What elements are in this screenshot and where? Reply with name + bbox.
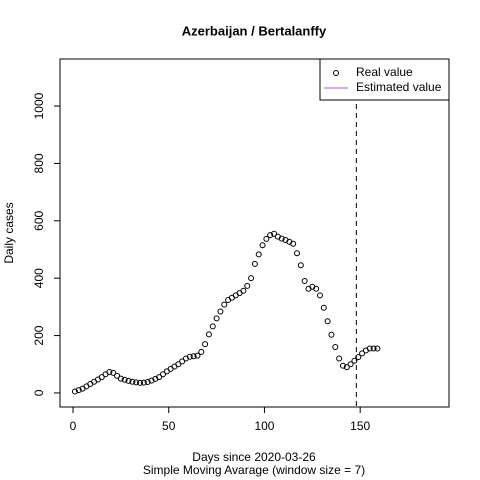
data-point [248, 275, 255, 282]
y-tick-label: 800 [32, 153, 46, 173]
data-point [117, 375, 124, 382]
data-point [75, 387, 82, 394]
legend-label: Real value [356, 65, 413, 79]
data-point [343, 364, 350, 371]
data-point [339, 362, 346, 369]
data-point [129, 378, 136, 385]
data-point [110, 369, 117, 376]
y-tick-label: 600 [32, 210, 46, 230]
x-tick-label: 0 [70, 419, 77, 433]
data-point [175, 361, 182, 368]
data-point [133, 379, 140, 386]
data-point [351, 357, 358, 364]
subtitle: Simple Moving Avarage (window size = 7) [143, 463, 365, 477]
data-point [374, 345, 381, 352]
legend-symbol [333, 70, 339, 76]
data-point [316, 292, 323, 299]
data-point [240, 287, 247, 294]
x-tick-label: 150 [350, 419, 370, 433]
data-point [159, 371, 166, 378]
legend-label: Estimated value [356, 80, 442, 94]
data-point [370, 345, 377, 352]
data-point [209, 323, 216, 330]
data-point [217, 308, 224, 315]
data-point [140, 379, 147, 386]
chart-title: Azerbaijan / Bertalanffy [182, 23, 327, 38]
x-tick-label: 100 [254, 419, 274, 433]
y-tick-label: 1000 [32, 92, 46, 119]
data-point [347, 361, 354, 368]
data-point [313, 285, 320, 292]
y-axis-label: Daily cases [2, 202, 16, 263]
data-point [221, 301, 228, 308]
x-axis-label: Days since 2020-03-26 [192, 450, 316, 464]
data-point [366, 345, 373, 352]
data-point [213, 315, 220, 322]
data-point [290, 240, 297, 247]
data-point [190, 353, 197, 360]
data-point [98, 374, 105, 381]
data-point [259, 242, 266, 249]
data-point [106, 368, 113, 375]
data-point [278, 235, 285, 242]
data-point [121, 376, 128, 383]
data-point [125, 377, 132, 384]
data-point [328, 331, 335, 338]
data-point [324, 318, 331, 325]
data-point [332, 344, 339, 351]
data-point [297, 262, 304, 269]
data-point [194, 352, 201, 359]
data-point [320, 304, 327, 311]
data-point [71, 388, 78, 395]
data-point [359, 350, 366, 357]
data-point [271, 230, 278, 237]
y-tick-label: 400 [32, 268, 46, 288]
data-point [198, 348, 205, 355]
legend-box [319, 58, 450, 101]
data-point [179, 358, 186, 365]
y-tick-label: 0 [32, 389, 46, 396]
data-point [301, 278, 308, 285]
data-point [263, 235, 270, 242]
data-point [137, 379, 144, 386]
data-point [355, 354, 362, 361]
data-point [144, 379, 151, 386]
data-point [267, 232, 274, 239]
data-point [244, 282, 251, 289]
y-tick-label: 200 [32, 325, 46, 345]
data-point [202, 341, 209, 348]
data-point [205, 331, 212, 338]
data-point [293, 250, 300, 257]
data-point [255, 251, 262, 258]
data-point [251, 260, 258, 267]
data-point [156, 374, 163, 381]
data-point [336, 355, 343, 362]
x-tick-label: 50 [162, 419, 176, 433]
data-point [186, 353, 193, 360]
data-point [114, 372, 121, 379]
